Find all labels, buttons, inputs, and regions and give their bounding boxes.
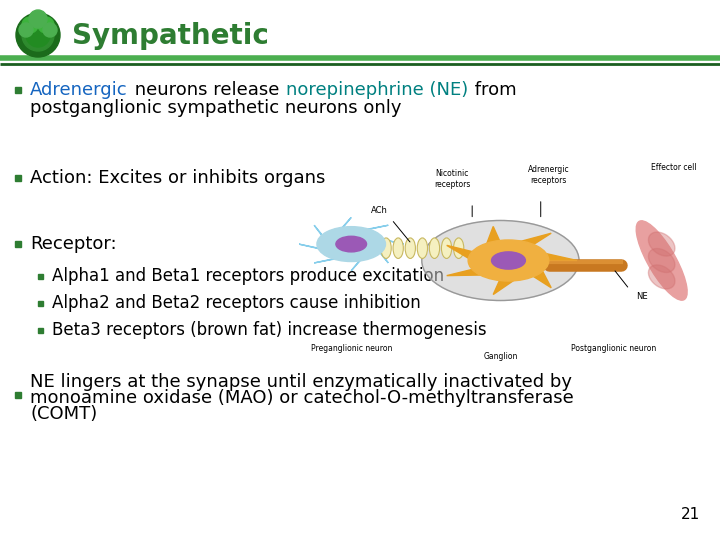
Text: Nicotinic
receptors: Nicotinic receptors <box>434 169 470 188</box>
Circle shape <box>43 23 57 37</box>
Text: Adrenergic
receptors: Adrenergic receptors <box>528 165 570 185</box>
Ellipse shape <box>649 232 675 256</box>
Text: Receptor:: Receptor: <box>30 235 117 253</box>
Circle shape <box>336 237 366 252</box>
Text: Postganglionic neuron: Postganglionic neuron <box>571 344 656 353</box>
FancyBboxPatch shape <box>15 87 21 93</box>
Circle shape <box>16 13 60 57</box>
Text: ACh: ACh <box>371 206 388 215</box>
Ellipse shape <box>429 238 440 259</box>
Ellipse shape <box>454 238 464 259</box>
Circle shape <box>22 19 54 51</box>
Text: NE lingers at the synapse until enzymatically inactivated by: NE lingers at the synapse until enzymati… <box>30 373 572 391</box>
Circle shape <box>317 227 385 261</box>
Ellipse shape <box>649 265 675 289</box>
Polygon shape <box>337 218 351 244</box>
Polygon shape <box>351 237 404 244</box>
Polygon shape <box>493 260 516 294</box>
Text: neurons release: neurons release <box>129 81 284 99</box>
Polygon shape <box>299 244 351 251</box>
Circle shape <box>38 17 54 33</box>
Text: NE: NE <box>636 293 647 301</box>
Text: Alpha2 and Beta2 receptors cause inhibition: Alpha2 and Beta2 receptors cause inhibit… <box>52 294 420 312</box>
FancyBboxPatch shape <box>37 327 42 333</box>
Text: Action: Excites or inhibits organs: Action: Excites or inhibits organs <box>30 169 325 187</box>
Polygon shape <box>351 225 388 244</box>
Text: monoamine oxidase (MAO) or catechol-O-methyltransferase: monoamine oxidase (MAO) or catechol-O-me… <box>30 389 574 407</box>
Polygon shape <box>351 244 388 263</box>
FancyBboxPatch shape <box>37 273 42 279</box>
FancyBboxPatch shape <box>15 241 21 247</box>
Ellipse shape <box>441 238 451 259</box>
Text: 21: 21 <box>680 507 700 522</box>
Text: norepinephrine (NE): norepinephrine (NE) <box>286 81 468 99</box>
Text: (COMT): (COMT) <box>30 405 97 423</box>
Ellipse shape <box>649 248 675 273</box>
FancyBboxPatch shape <box>37 300 42 306</box>
Ellipse shape <box>393 238 403 259</box>
Ellipse shape <box>405 238 415 259</box>
Text: postganglionic sympathetic neurons only: postganglionic sympathetic neurons only <box>30 99 402 117</box>
Text: Adrenergic: Adrenergic <box>30 81 127 99</box>
Ellipse shape <box>381 238 391 259</box>
FancyBboxPatch shape <box>15 175 21 181</box>
FancyBboxPatch shape <box>15 392 21 398</box>
Ellipse shape <box>418 238 428 259</box>
Circle shape <box>26 23 50 47</box>
Circle shape <box>422 220 579 300</box>
Text: Ganglion: Ganglion <box>483 352 518 361</box>
Polygon shape <box>351 244 365 271</box>
Text: Effector cell: Effector cell <box>651 163 696 172</box>
Circle shape <box>29 10 47 28</box>
Text: Preganglionic neuron: Preganglionic neuron <box>310 344 392 353</box>
Polygon shape <box>314 244 351 263</box>
Text: from: from <box>469 81 517 99</box>
Ellipse shape <box>636 221 687 300</box>
Polygon shape <box>508 260 552 288</box>
Polygon shape <box>486 226 508 260</box>
Circle shape <box>22 17 38 33</box>
Polygon shape <box>508 253 577 260</box>
Circle shape <box>468 240 549 281</box>
Polygon shape <box>314 225 351 244</box>
Circle shape <box>492 252 526 269</box>
Text: Sympathetic: Sympathetic <box>72 22 269 50</box>
Circle shape <box>19 23 33 37</box>
Polygon shape <box>446 260 508 275</box>
Polygon shape <box>446 245 508 260</box>
Text: Alpha1 and Beta1 receptors produce excitation: Alpha1 and Beta1 receptors produce excit… <box>52 267 444 285</box>
Polygon shape <box>508 233 552 260</box>
Text: Beta3 receptors (brown fat) increase thermogenesis: Beta3 receptors (brown fat) increase the… <box>52 321 487 339</box>
